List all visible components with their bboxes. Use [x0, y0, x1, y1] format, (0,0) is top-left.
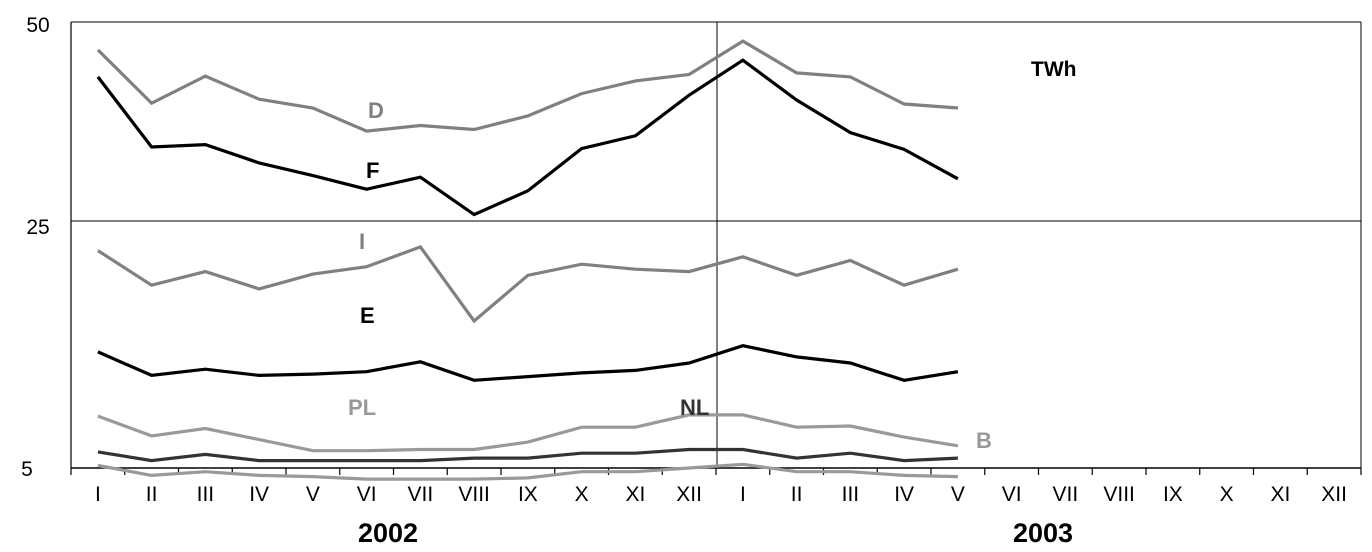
x-tick-label: V: [951, 483, 965, 506]
x-tick-label: IV: [894, 483, 914, 506]
x-tick-label: XI: [1270, 483, 1290, 506]
x-tick-label: XII: [676, 483, 702, 506]
x-tick-label: III: [197, 483, 215, 506]
y-tick-label: 50: [26, 14, 49, 37]
x-tick-label: V: [306, 483, 320, 506]
series-label-b: B: [976, 428, 992, 453]
series-line-pl: [97, 413, 959, 453]
series-line-i: [97, 244, 959, 324]
series-label-nl: NL: [680, 395, 709, 420]
series-line-f: [96, 58, 959, 217]
series-lines: [96, 39, 959, 481]
year-label-2003: 2003: [1013, 518, 1073, 548]
series-label-pl: PL: [348, 395, 376, 420]
series-label-e: E: [360, 303, 375, 328]
x-tick-label: IX: [1163, 483, 1183, 506]
y-tick-label: 5: [21, 458, 33, 481]
x-tick-label: IX: [518, 483, 538, 506]
x-axis-ticks: [70, 468, 1362, 475]
x-axis-month-labels: I II III IV V VI VII VIII IX X XI XII I II III IV V VI VII…: [95, 483, 1347, 506]
x-tick-label: VII: [408, 483, 434, 506]
x-tick-label: X: [575, 483, 589, 506]
y-tick-label: 25: [26, 216, 49, 239]
x-tick-label: VIII: [1103, 483, 1135, 506]
series-labels: D F I E PL NL B: [348, 98, 992, 453]
unit-label: TWh: [1031, 58, 1076, 81]
x-tick-label: VI: [357, 483, 377, 506]
x-tick-label: I: [740, 483, 746, 506]
series-line-nl: [97, 447, 958, 463]
x-tick-label: IV: [249, 483, 269, 506]
x-tick-label: I: [95, 483, 101, 506]
series-label-d: D: [368, 98, 384, 123]
x-tick-label: III: [842, 483, 860, 506]
x-tick-label: XI: [625, 483, 645, 506]
plot-frame: [70, 21, 1362, 469]
x-tick-label: VI: [1002, 483, 1022, 506]
series-line-e: [97, 344, 959, 382]
series-label-i: I: [359, 229, 365, 254]
series-line-d: [96, 39, 959, 133]
x-tick-label: II: [146, 483, 158, 506]
x-tick-label: VIII: [458, 483, 490, 506]
y-axis-ticks: 50 25 5: [21, 14, 50, 481]
x-tick-label: II: [791, 483, 803, 506]
x-tick-label: VII: [1053, 483, 1079, 506]
year-label-2002: 2002: [358, 518, 418, 548]
series-line-b: [97, 462, 958, 481]
series-label-f: F: [366, 158, 379, 183]
x-tick-label: XII: [1321, 483, 1347, 506]
x-tick-label: X: [1220, 483, 1234, 506]
